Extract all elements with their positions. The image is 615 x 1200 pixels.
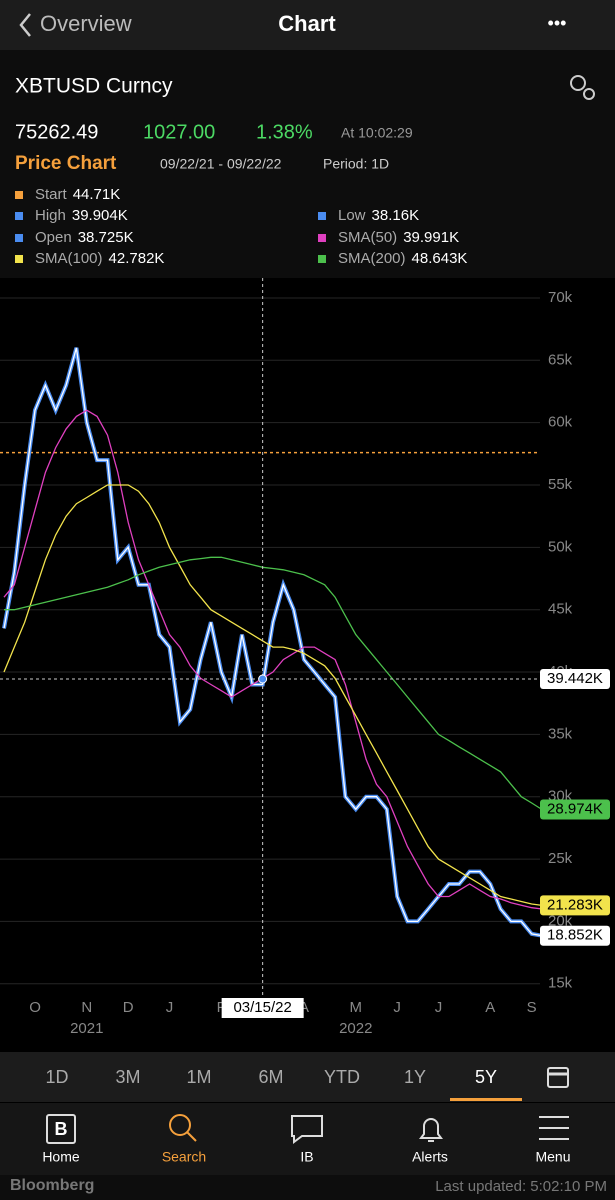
x-tick-label: J [435,999,443,1016]
y-tick-label: 35k [548,725,573,742]
tab-label[interactable]: Home [42,1149,80,1165]
legend-name: Open [35,229,72,246]
y-tick-label: 15k [548,975,573,992]
tab-label[interactable]: Search [162,1149,206,1165]
range-button[interactable]: 6M [258,1067,283,1087]
legend-value: 42.782K [109,250,165,267]
nav-bar [0,0,615,50]
crosshair-value-box [540,668,610,689]
date-range: 09/22/21 - 09/22/22 [160,156,282,172]
sma-line [3,409,543,910]
x-tick-label: O [29,999,41,1016]
price: 75262.49 [15,121,98,143]
section-title: Price Chart [15,153,117,174]
y-tick-label: 55k [548,476,573,493]
sma-line [4,556,543,811]
year-label: 2021 [70,1020,103,1037]
legend-swatch [15,191,23,199]
legend-value: 44.71K [73,186,121,203]
header-panel [0,50,615,278]
tab-label[interactable]: IB [300,1149,313,1165]
legend-name: SMA(100) [35,250,103,267]
back-icon[interactable] [19,13,31,37]
period: Period: 1D [323,156,389,172]
legend-value: 38.16K [372,207,420,224]
end-label-box [540,799,610,820]
y-tick-label: 45k [548,601,573,618]
legend-swatch [318,234,326,242]
brand: Bloomberg [10,1177,94,1194]
end-label: 21.283K [547,896,603,913]
back-button[interactable]: Overview [40,11,132,36]
legend-value: 38.725K [78,229,134,246]
x-tick-label: N [81,999,92,1016]
nav-title: Chart [278,11,336,36]
range-button[interactable]: 1D [45,1067,68,1087]
legend-swatch [15,255,23,263]
range-button[interactable]: 1M [186,1067,211,1087]
change-pct: 1.38% [256,121,313,143]
legend-name: SMA(200) [338,250,406,267]
more-button[interactable]: ••• [548,13,567,33]
sma-line [3,484,543,907]
x-tick-label: D [123,999,134,1016]
range-button[interactable]: 3M [115,1067,140,1087]
year-label: 2022 [339,1020,372,1037]
y-tick-label: 20k [548,912,573,929]
price-line-core [3,347,543,937]
change: 1027.00 [143,121,215,143]
x-tick-label: A [299,999,309,1016]
range-button[interactable]: 1Y [404,1067,426,1087]
range-bar [0,1052,615,1102]
legend-value: 39.991K [403,229,459,246]
x-tick-label: J [166,999,174,1016]
footer [0,1175,615,1200]
legend-swatch [318,212,326,220]
end-label: 28.974K [547,800,603,817]
legend-swatch [318,255,326,263]
legend-name: SMA(50) [338,229,397,246]
time: At 10:02:29 [341,125,413,141]
end-label-box [540,925,610,946]
calendar-icon[interactable] [547,1067,569,1088]
legend-name: High [35,207,66,224]
last-updated: Last updated: 5:02:10 PM [435,1178,607,1195]
x-tick-label: F [217,999,226,1016]
range-button[interactable]: 5Y [475,1067,497,1087]
price-line [2,347,543,938]
ticker: XBTUSD Curncy [15,75,173,98]
crosshair-date-box [221,998,304,1018]
legend-name: Start [35,186,68,203]
crosshair-value: 39.442K [547,670,603,687]
x-tick-label: S [527,999,537,1016]
y-tick-label: 65k [548,351,573,368]
legend-swatch [15,212,23,220]
legend-name: Low [338,207,366,224]
range-underline [450,1098,522,1101]
crosshair-date: 03/15/22 [233,999,291,1016]
tab-label[interactable]: Alerts [412,1149,448,1165]
x-tick-label: J [393,999,401,1016]
svg-text:B: B [55,1119,68,1139]
x-tick-label: M [350,999,363,1016]
range-button[interactable]: YTD [324,1067,360,1087]
x-tick-label: A [485,999,495,1016]
tab-label[interactable]: Menu [535,1149,570,1165]
legend-value: 48.643K [412,250,468,267]
legend-swatch [15,234,23,242]
crosshair-dot [258,674,268,684]
y-tick-label: 50k [548,538,573,555]
chart: 15k20k25k30k35k40k45k50k55k60k65k70kONDJ… [0,278,610,1037]
y-tick-label: 70k [548,289,573,306]
legend-value: 39.904K [72,207,128,224]
end-label: 18.852K [547,927,603,944]
tab-icons: B [46,1114,569,1144]
end-label-box [540,895,610,916]
y-tick-label: 25k [548,850,573,867]
y-tick-label: 60k [548,414,573,431]
settings-icon[interactable] [570,75,595,100]
